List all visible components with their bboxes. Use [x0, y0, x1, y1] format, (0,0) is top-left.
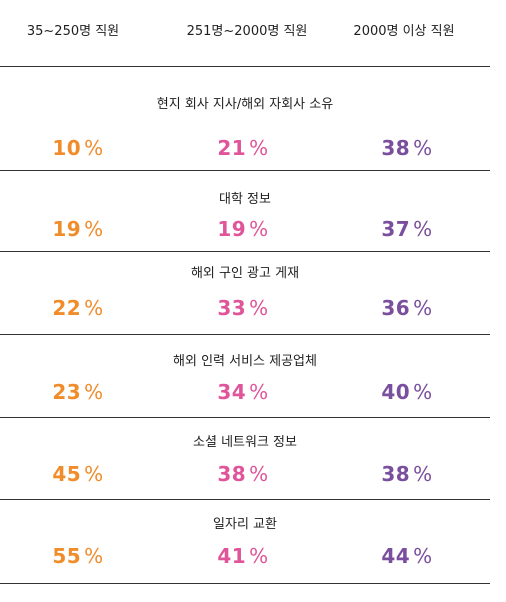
divider	[0, 251, 490, 252]
row-label: 해외 구인 광고 게재	[190, 266, 300, 281]
divider	[0, 66, 490, 67]
column-header-medium-companies: 251명~2000명 직원	[186, 24, 308, 39]
table-row: 대학 정보 19% 19% 37%	[0, 171, 490, 251]
column-header-large-companies: 2000명 이상 직원	[353, 24, 455, 39]
value-large-companies: 44%	[381, 544, 433, 568]
value-small-companies: 45%	[52, 462, 104, 486]
value-small-companies: 10%	[52, 136, 104, 160]
value-large-companies: 37%	[381, 217, 433, 241]
value-medium-companies: 21%	[217, 136, 269, 160]
table-row: 현지 회사 지사/해외 자회사 소유 10% 21% 38%	[0, 67, 490, 170]
value-large-companies: 36%	[381, 296, 433, 320]
table-row: 해외 구인 광고 게재 22% 33% 36%	[0, 252, 490, 334]
row-label: 소셜 네트워크 정보	[193, 435, 297, 450]
table-header: 35~250명 직원 251명~2000명 직원 2000명 이상 직원	[0, 0, 506, 66]
value-medium-companies: 34%	[217, 380, 269, 404]
divider	[0, 334, 490, 335]
divider	[0, 583, 490, 584]
divider	[0, 499, 490, 500]
table-row: 소셜 네트워크 정보 45% 38% 38%	[0, 418, 490, 499]
table-row: 해외 인력 서비스 제공업체 23% 34% 40%	[0, 335, 490, 417]
column-header-small-companies: 35~250명 직원	[26, 24, 120, 39]
value-small-companies: 23%	[52, 380, 104, 404]
row-label: 대학 정보	[219, 192, 271, 207]
value-medium-companies: 38%	[217, 462, 269, 486]
value-small-companies: 19%	[52, 217, 104, 241]
value-small-companies: 22%	[52, 296, 104, 320]
row-label: 일자리 교환	[213, 517, 277, 532]
value-large-companies: 40%	[381, 380, 433, 404]
value-medium-companies: 33%	[217, 296, 269, 320]
value-medium-companies: 41%	[217, 544, 269, 568]
value-large-companies: 38%	[381, 462, 433, 486]
divider	[0, 170, 490, 171]
value-small-companies: 55%	[52, 544, 104, 568]
table-row: 일자리 교환 55% 41% 44%	[0, 500, 490, 583]
value-large-companies: 38%	[381, 136, 433, 160]
divider	[0, 417, 490, 418]
value-medium-companies: 19%	[217, 217, 269, 241]
row-label: 현지 회사 지사/해외 자회사 소유	[156, 97, 334, 112]
row-label: 해외 인력 서비스 제공업체	[173, 354, 317, 369]
